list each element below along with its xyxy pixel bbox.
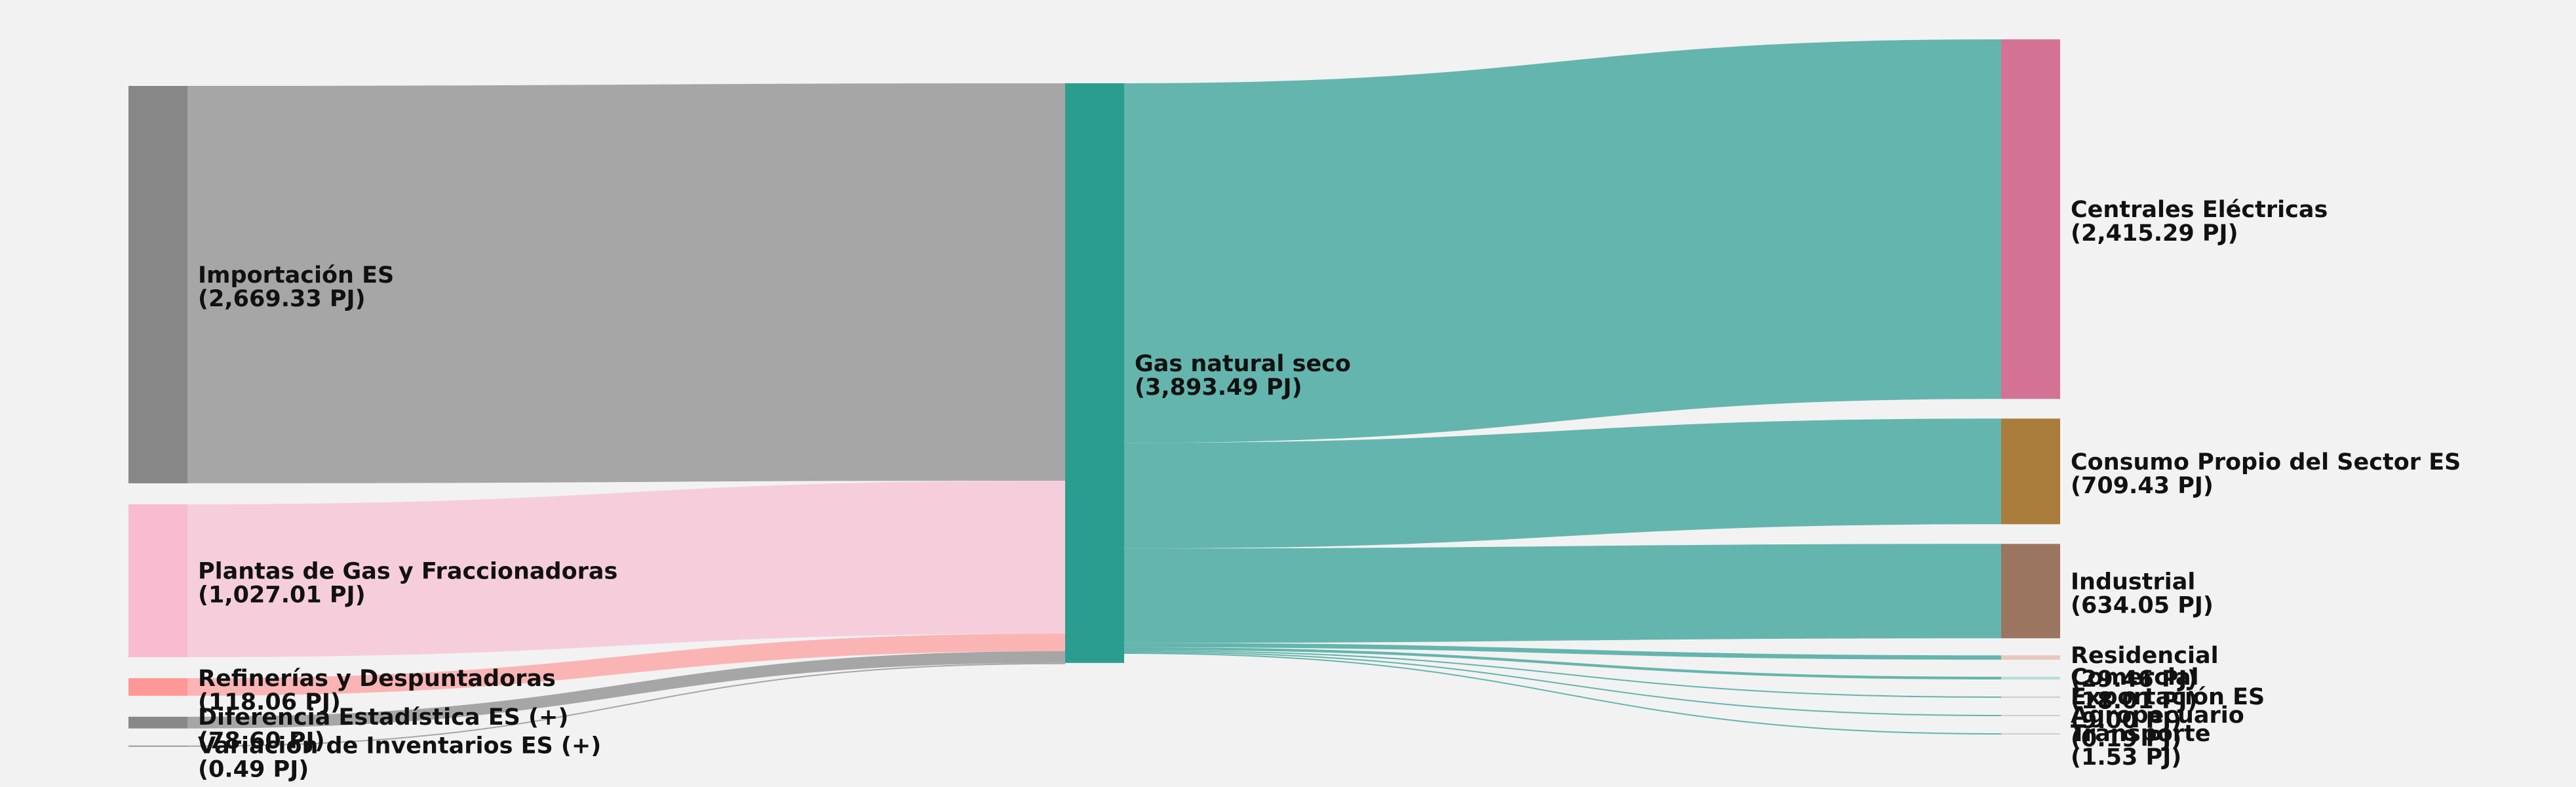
node-refinerias: [128, 678, 187, 696]
link-gas-to-industrial: [1124, 544, 2001, 643]
label-diferencia-name: Diferencia Estadística ES (+): [198, 704, 568, 731]
link-gas-to-transporte: [1124, 653, 2001, 735]
label-refinerias-value: (118.06 PJ): [198, 689, 341, 716]
sankey-labels: Importación ES(2,669.33 PJ) Plantas de Ga…: [198, 197, 2461, 783]
label-agropecuario-name: Agropecuario: [2071, 702, 2244, 729]
node-variacion: [128, 745, 187, 747]
label-variacion-name: Variación de Inventarios ES (+): [198, 733, 601, 759]
link-refinerias-to-gas: [187, 634, 1065, 696]
label-consumo-value: (709.43 PJ): [2071, 473, 2214, 499]
node-plantas: [128, 504, 187, 658]
label-residencial-value: (29.46 PJ): [2071, 666, 2198, 693]
label-exportacion-value: (9.00 PJ): [2071, 708, 2181, 734]
label-refinerias-name: Refinerías y Despuntadoras: [198, 666, 556, 692]
label-centrales-name: Centrales Eléctricas: [2071, 197, 2328, 223]
label-exportacion-name: Exportación ES: [2071, 684, 2265, 710]
link-gas-to-consumo: [1124, 418, 2001, 549]
node-consumo: [2001, 418, 2060, 525]
label-transporte-value: (1.53 PJ): [2071, 744, 2181, 771]
sankey-links: [187, 39, 2001, 747]
label-industrial-name: Industrial: [2071, 569, 2195, 595]
node-residencial: [2001, 655, 2060, 660]
label-agropecuario-value: (0.19 PJ): [2071, 726, 2181, 752]
link-gas-to-comercial: [1124, 647, 2001, 680]
node-diferencia: [128, 716, 187, 729]
link-gas-to-exportacion: [1124, 650, 2001, 698]
label-variacion-value: (0.49 PJ): [198, 757, 309, 783]
label-centrales-value: (2,415.29 PJ): [2071, 220, 2238, 247]
label-transporte-name: Transporte: [2071, 721, 2211, 747]
sankey-nodes: [128, 39, 2060, 747]
label-comercial-name: Comercial: [2071, 664, 2199, 691]
label-gas-name: Gas natural seco: [1135, 351, 1351, 377]
link-variacion-to-gas: [187, 662, 1065, 747]
label-industrial-value: (634.05 PJ): [2071, 592, 2214, 618]
link-diferencia-to-gas: [187, 651, 1065, 729]
label-plantas-value: (1,027.01 PJ): [198, 582, 366, 609]
label-importacion-value: (2,669.33 PJ): [198, 286, 366, 312]
label-consumo-name: Consumo Propio del Sector ES: [2071, 449, 2461, 475]
node-industrial: [2001, 544, 2060, 639]
label-plantas-name: Plantas de Gas y Fraccionadoras: [198, 559, 617, 585]
link-gas-to-agropecuario: [1124, 651, 2001, 717]
link-plantas-to-gas: [187, 480, 1065, 658]
link-gas-to-centrales: [1124, 39, 2001, 443]
label-gas-value: (3,893.49 PJ): [1135, 374, 1302, 401]
link-gas-to-residencial: [1124, 643, 2001, 660]
node-transporte: [2001, 733, 2060, 735]
label-residencial-name: Residencial: [2071, 643, 2219, 669]
label-comercial-value: (18.01 PJ): [2071, 688, 2198, 714]
node-agropecuario: [2001, 715, 2060, 717]
link-importacion-to-gas: [187, 83, 1065, 483]
node-importacion: [128, 86, 187, 483]
label-diferencia-value: (78.60 PJ): [198, 728, 325, 754]
node-centrales: [2001, 39, 2060, 399]
node-exportacion: [2001, 696, 2060, 698]
node-gas: [1065, 83, 1124, 663]
node-comercial: [2001, 676, 2060, 680]
label-importacion-name: Importación ES: [198, 262, 394, 289]
